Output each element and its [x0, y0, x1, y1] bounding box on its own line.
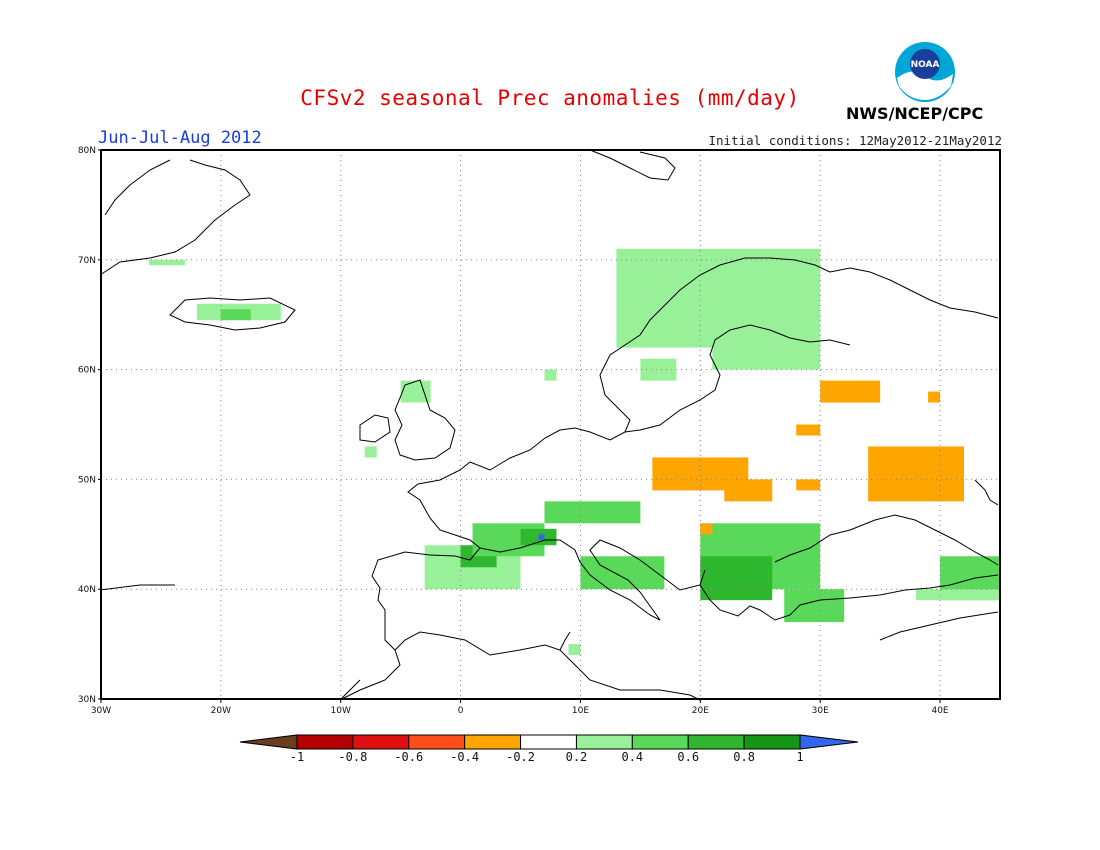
anomaly-belarus [796, 424, 821, 436]
coastline-north-sea [469, 257, 831, 471]
colorbar-label: 0.8 [733, 750, 755, 764]
coastline-svalbard [589, 149, 676, 181]
coastline-balkans [699, 574, 999, 621]
anomaly-anatolia-east [916, 589, 1000, 601]
lon-tick-label: 30W [91, 706, 111, 716]
colorbar-swatch [352, 734, 410, 750]
coastline-france-italy [479, 539, 706, 621]
lon-tick-label: 30E [812, 706, 829, 716]
colorbar-swatch [687, 734, 745, 750]
colorbar-arrow-high [799, 734, 859, 750]
coastline-europe-south [99, 584, 701, 701]
colorbar-label: 0.6 [677, 750, 699, 764]
anomaly-russia-north [820, 380, 881, 403]
lon-tick-label: 20W [211, 706, 231, 716]
lon-tick-label: 0 [458, 706, 464, 716]
anomaly-alps [544, 501, 641, 524]
anomaly-ukraine [724, 479, 773, 502]
anomaly-layer [148, 248, 1000, 656]
tick-layer: 30W 20W 10W 0 10E 20E 30E 40E 30N 40N 50N 60N 70N 80N [78, 146, 949, 716]
anomaly-iceland-core [220, 309, 251, 321]
anomaly-sardinia [568, 644, 581, 656]
anomaly-russia-east [928, 391, 941, 403]
colorbar-swatch [464, 734, 522, 750]
lon-tick-label: 20E [692, 706, 709, 716]
anomaly-norway-south [640, 358, 677, 381]
anomaly-liguria-max [538, 534, 545, 540]
colorbar-swatch [408, 734, 466, 750]
colorbar-label: -0.8 [338, 750, 367, 764]
colorbar-swatch [296, 734, 354, 750]
coastline-britain [394, 379, 456, 461]
coastline-africa [339, 611, 999, 701]
anomaly-russia-south [868, 446, 965, 502]
initial-conditions-label: Initial conditions: 12May2012-21May2012 [708, 133, 1003, 148]
map-title: CFSv2 seasonal Prec anomalies (mm/day) [300, 86, 800, 110]
lon-tick-label: 40E [931, 706, 948, 716]
anomaly-north-sea [364, 446, 377, 458]
colorbar-label: 1 [796, 750, 803, 764]
colorbar-label: -1 [290, 750, 304, 764]
anomaly-moldova [796, 479, 821, 491]
grid-layer [101, 150, 1000, 699]
anomaly-hungary [700, 523, 713, 535]
coastline-greenland [99, 159, 251, 276]
colorbar-label: -0.2 [506, 750, 535, 764]
lat-tick-label: 60N [78, 366, 96, 376]
coastline-baltic [624, 324, 851, 433]
coastline-ireland [359, 414, 391, 443]
anomaly-balkans-core [700, 556, 773, 601]
season-label: Jun-Jul-Aug 2012 [98, 128, 262, 148]
colorbar-label: 0.4 [621, 750, 643, 764]
lon-tick-label: 10E [572, 706, 589, 716]
anomaly-finland [712, 314, 821, 370]
colorbar-swatch [743, 734, 801, 750]
anomaly-iceland-west [148, 259, 185, 266]
colorbar-label: -0.4 [450, 750, 479, 764]
anomaly-italy [580, 556, 665, 590]
agency-label: NWS/NCEP/CPC [846, 104, 984, 123]
lat-tick-label: 30N [78, 695, 96, 705]
colorbar-arrow-low [239, 734, 298, 750]
logo-text: NOAA [911, 60, 940, 70]
lat-tick-label: 70N [78, 256, 96, 266]
coastline-caspian [974, 479, 999, 506]
anomaly-turkey [784, 589, 845, 623]
coastline-iceland [169, 297, 296, 331]
map-frame [100, 149, 1001, 700]
lat-tick-label: 80N [78, 146, 96, 156]
anomaly-ireland [400, 380, 431, 403]
lat-tick-label: 50N [78, 475, 96, 485]
anomaly-southern-norway [544, 369, 557, 381]
lon-tick-label: 10W [331, 706, 351, 716]
colorbar-swatch [575, 734, 633, 750]
colorbar: -1 -0.8 -0.6 -0.4 -0.2 0.2 0.4 0.6 0.8 1 [239, 734, 859, 764]
coastline-black-sea [774, 514, 999, 566]
coastline-iberia [371, 461, 481, 651]
colorbar-swatch [631, 734, 689, 750]
noaa-logo-icon: NOAA [895, 42, 955, 102]
lat-tick-label: 40N [78, 585, 96, 595]
colorbar-swatch [520, 734, 577, 750]
coastline-layer [99, 149, 999, 701]
colorbar-label: -0.6 [394, 750, 423, 764]
colorbar-label: 0.2 [566, 750, 588, 764]
coastline-kola [829, 267, 999, 319]
